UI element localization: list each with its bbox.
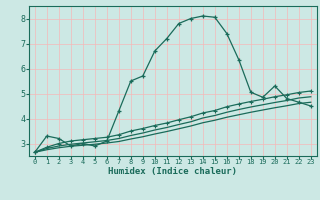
X-axis label: Humidex (Indice chaleur): Humidex (Indice chaleur) <box>108 167 237 176</box>
